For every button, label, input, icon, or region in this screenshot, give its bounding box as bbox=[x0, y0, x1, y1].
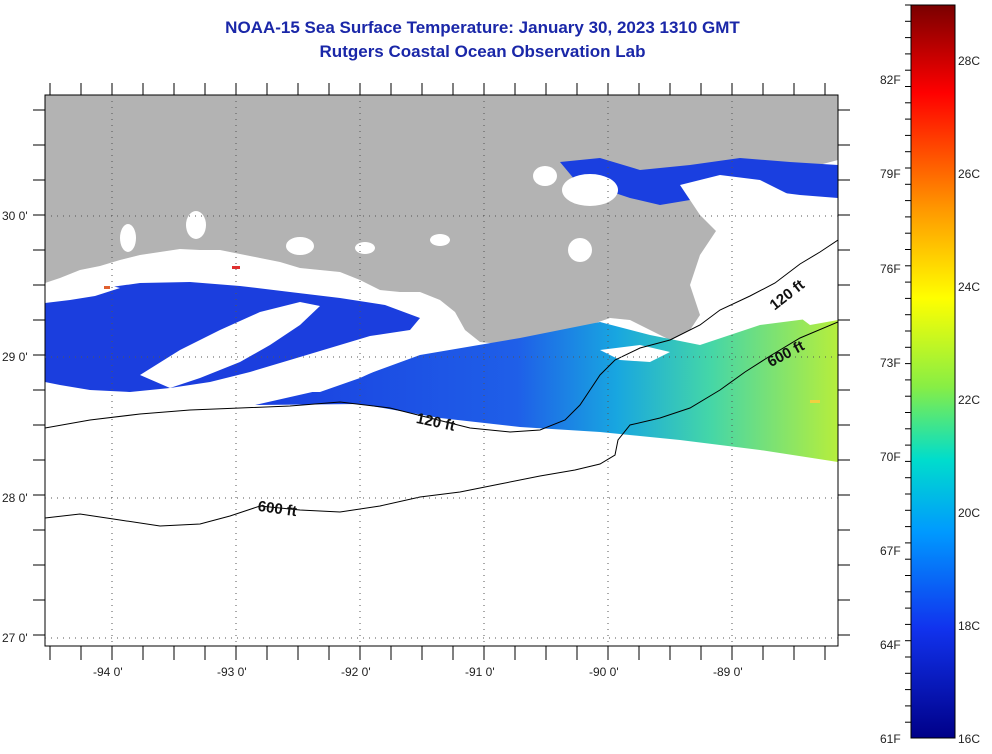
colorbar-f-label: 76F bbox=[880, 262, 901, 276]
lat-label: 30 0' bbox=[2, 209, 28, 223]
colorbar-c-label: 20C bbox=[958, 506, 980, 520]
lake-4 bbox=[568, 238, 592, 262]
colorbar-c-label: 22C bbox=[958, 393, 980, 407]
colorbar-f-label: 64F bbox=[880, 638, 901, 652]
lake-6 bbox=[120, 224, 136, 252]
cloud-gap-4 bbox=[600, 345, 670, 362]
lat-label: 28 0' bbox=[2, 491, 28, 505]
contour-label-600ft-south: 600 ft bbox=[257, 498, 298, 520]
lake-2 bbox=[533, 166, 557, 186]
lake-10 bbox=[770, 230, 838, 325]
contour-600ft bbox=[45, 321, 838, 527]
cloud-gap-3 bbox=[290, 342, 420, 392]
lon-label: -90 0' bbox=[589, 665, 619, 679]
colorbar-f-label: 70F bbox=[880, 450, 901, 464]
sst-swath-east bbox=[255, 315, 838, 462]
colorbar-ramp bbox=[910, 4, 956, 739]
longitude-labels: -94 0' -93 0' -92 0' -91 0' -90 0' -89 0… bbox=[93, 665, 743, 679]
colorbar-f-label: 73F bbox=[880, 356, 901, 370]
colorbar-c-label: 18C bbox=[958, 619, 980, 633]
colorbar-c-label: 28C bbox=[958, 54, 980, 68]
lat-label: 27 0' bbox=[2, 631, 28, 645]
map-frame bbox=[44, 94, 839, 647]
colorbar-ticks bbox=[905, 4, 911, 723]
map-panel bbox=[44, 94, 839, 647]
colorbar-f-label: 67F bbox=[880, 544, 901, 558]
cloud-gap-2 bbox=[140, 302, 320, 388]
colorbar-f-label: 61F bbox=[880, 732, 901, 746]
lake-8 bbox=[355, 242, 375, 254]
warm-spot-1 bbox=[232, 266, 240, 269]
lake-1 bbox=[562, 174, 618, 206]
lon-label: -93 0' bbox=[217, 665, 247, 679]
warm-spot-2 bbox=[104, 286, 110, 289]
lon-label: -94 0' bbox=[93, 665, 123, 679]
contour-120ft bbox=[45, 239, 838, 433]
lake-5 bbox=[186, 211, 206, 239]
colorbar: 82F 79F 76F 73F 70F 67F 64F 61F 28C 26C … bbox=[880, 4, 980, 746]
latitude-labels: 30 0' 29 0' 28 0' 27 0' bbox=[2, 209, 28, 645]
map-subtitle: Rutgers Coastal Ocean Observation Lab bbox=[319, 42, 646, 61]
lon-label: -92 0' bbox=[341, 665, 371, 679]
warm-spot-3 bbox=[810, 400, 820, 403]
colorbar-c-label: 16C bbox=[958, 732, 980, 746]
land-area bbox=[45, 95, 838, 345]
colorbar-c-label: 26C bbox=[958, 167, 980, 181]
graticule bbox=[33, 83, 850, 660]
colorbar-f-label: 79F bbox=[880, 167, 901, 181]
lat-label: 29 0' bbox=[2, 350, 28, 364]
lake-7 bbox=[430, 234, 450, 246]
lake-3 bbox=[286, 237, 314, 255]
cloud-gap-1 bbox=[45, 283, 120, 303]
map-title: NOAA-15 Sea Surface Temperature: January… bbox=[225, 18, 740, 37]
colorbar-f-label: 82F bbox=[880, 73, 901, 87]
lon-label: -89 0' bbox=[713, 665, 743, 679]
colorbar-c-label: 24C bbox=[958, 280, 980, 294]
lon-label: -91 0' bbox=[465, 665, 495, 679]
